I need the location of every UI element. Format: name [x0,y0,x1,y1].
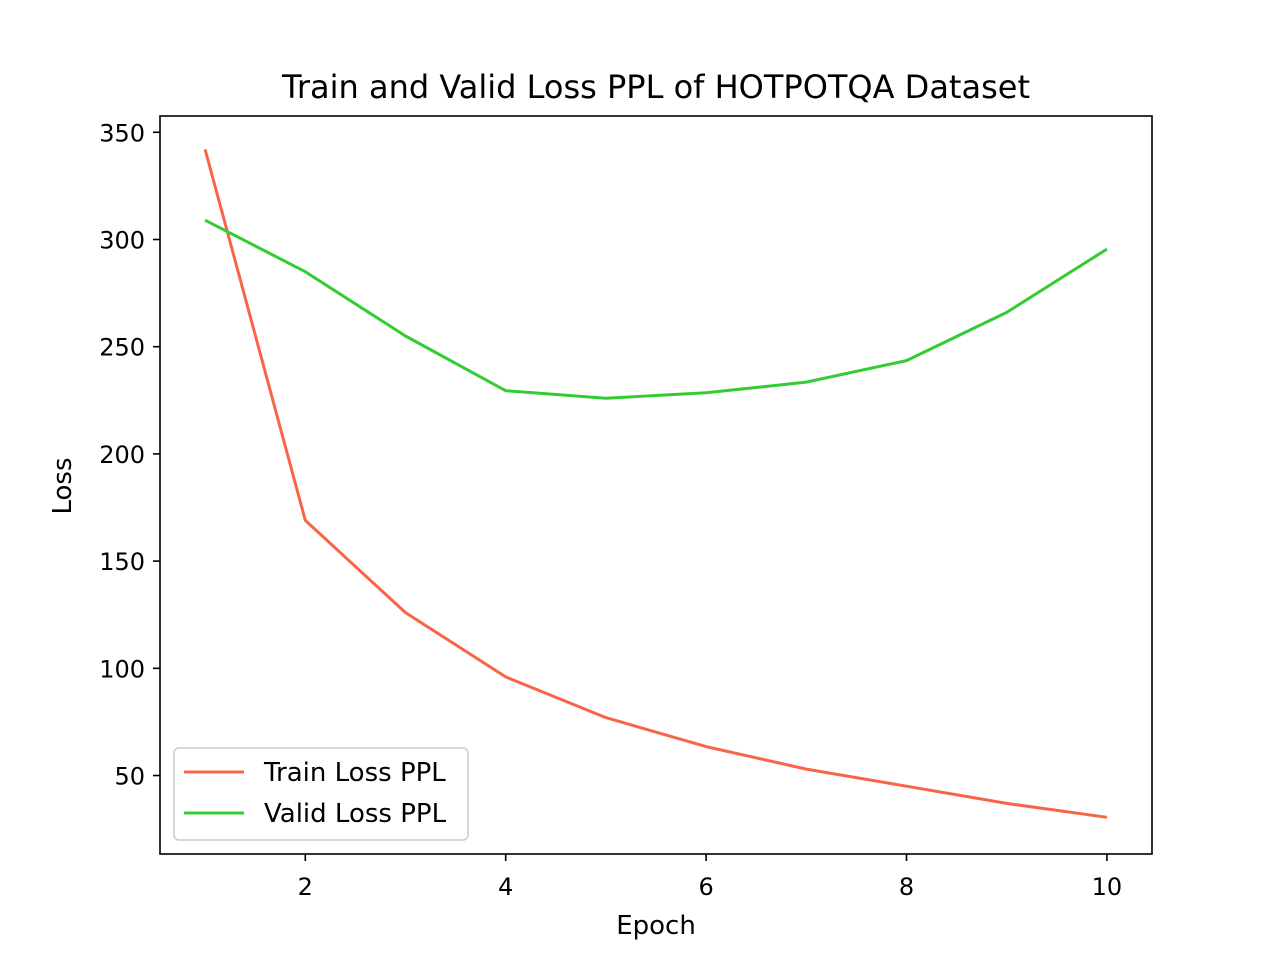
y-axis-label: Loss [48,457,78,514]
legend: Train Loss PPL Valid Loss PPL [173,747,469,841]
y-tick-label: 300 [99,227,145,255]
x-tick-label: 10 [1092,873,1123,901]
x-axis-label: Epoch [616,911,696,941]
series-layer [203,149,1108,819]
series-line-train [203,149,1108,819]
x-tick-label: 4 [498,873,513,901]
plot-area [159,115,1153,855]
chart-title: Train and Valid Loss PPL of HOTPOTQA Dat… [281,68,1030,106]
y-tick-label: 150 [99,548,145,576]
legend-box [173,747,469,841]
y-tick-label: 50 [114,763,145,791]
y-axis: 50 100 150 200 250 300 350 [99,119,160,791]
y-tick-label: 100 [99,655,145,683]
axes-frame [159,115,1153,855]
y-tick-label: 350 [99,119,145,147]
x-tick-label: 2 [298,873,313,901]
x-axis: 2 4 6 8 10 [298,854,1123,901]
x-tick-label: 8 [899,873,914,901]
y-tick-label: 250 [99,334,145,362]
legend-label-train: Train Loss PPL [263,758,446,788]
series-line-valid [204,218,1108,400]
x-tick-label: 6 [698,873,713,901]
y-tick-label: 200 [99,441,145,469]
legend-label-valid: Valid Loss PPL [264,799,447,829]
